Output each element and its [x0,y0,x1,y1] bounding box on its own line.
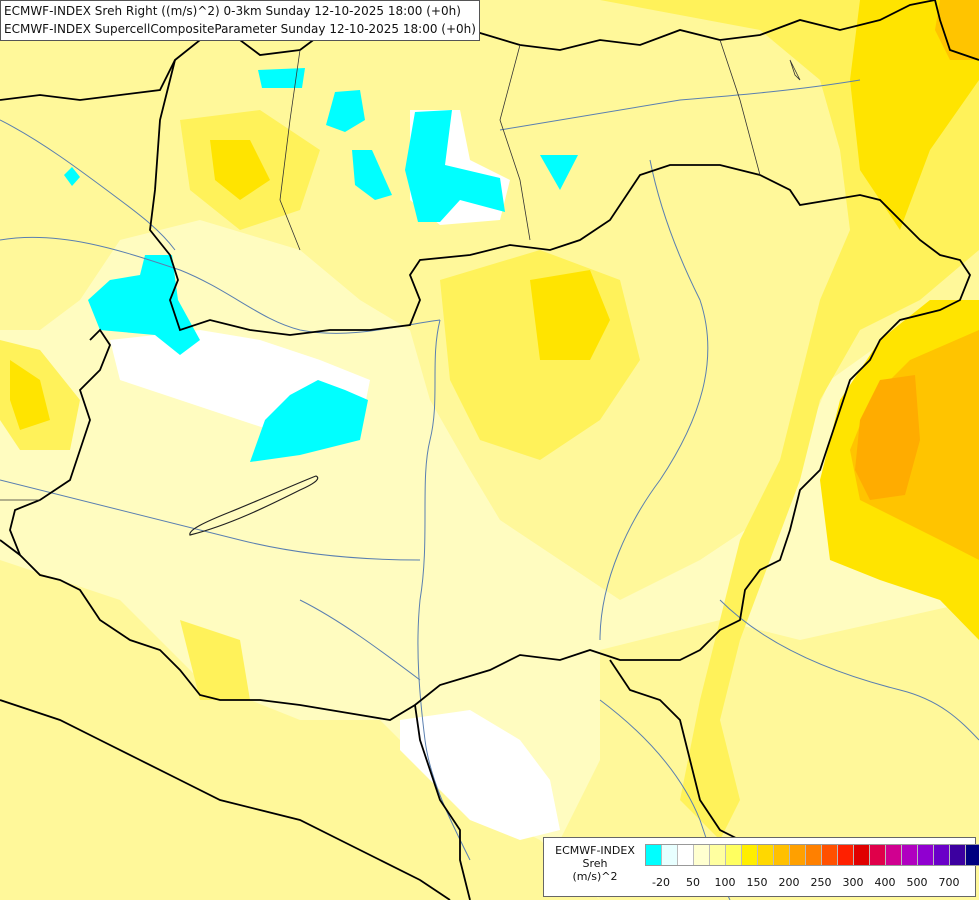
map-title-line1: ECMWF-INDEX Sreh Right ((m/s)^2) 0-3km S… [4,4,461,18]
legend-swatch [678,845,694,865]
legend-tick-label: -20 [652,876,670,889]
legend-swatch [902,845,918,865]
legend-swatch [646,845,662,865]
legend-ticks: -20 50 100 150 200 250 300 400 500 700 [645,876,975,890]
region-borders [0,39,801,501]
legend-tick-label: 400 [874,876,896,889]
field-cyan [64,68,578,462]
legend-swatch [758,845,774,865]
legend-tick-label: 500 [906,876,928,889]
legend-tick-label: 250 [810,876,832,889]
lake-balaton [189,475,319,536]
legend-title: ECMWF-INDEX Sreh (m/s)^2 [550,844,640,883]
legend-swatch [726,845,742,865]
legend-swatch [742,845,758,865]
map-title-line2: ECMWF-INDEX SupercellCompositeParameter … [4,22,476,36]
legend-tick-label: 300 [842,876,864,889]
legend-unit: (m/s)^2 [572,870,618,883]
legend-swatch [950,845,966,865]
legend-swatch [854,845,870,865]
legend-swatch [790,845,806,865]
legend-swatches [645,844,979,866]
legend-swatch [774,845,790,865]
legend-swatch [710,845,726,865]
legend-swatch [934,845,950,865]
legend-tick-label: 700 [938,876,960,889]
legend-tick-label: 150 [746,876,768,889]
legend-swatch [966,845,979,865]
legend-tick-label: 200 [778,876,800,889]
legend-model: ECMWF-INDEX [555,844,635,857]
legend-swatch [694,845,710,865]
legend-swatch [886,845,902,865]
legend-swatch [806,845,822,865]
legend-swatch [838,845,854,865]
field-orange-dark [855,375,920,500]
legend-swatch [870,845,886,865]
map-title-box: ECMWF-INDEX Sreh Right ((m/s)^2) 0-3km S… [0,0,480,41]
legend-swatch [822,845,838,865]
legend-swatch [918,845,934,865]
legend-tick-label: 50 [686,876,700,889]
legend-parameter: Sreh [582,857,608,870]
color-legend: ECMWF-INDEX Sreh (m/s)^2 -20 50 100 150 200 2… [543,837,979,897]
rivers [0,79,979,900]
legend-tick-label: 100 [714,876,736,889]
legend-swatch [662,845,678,865]
